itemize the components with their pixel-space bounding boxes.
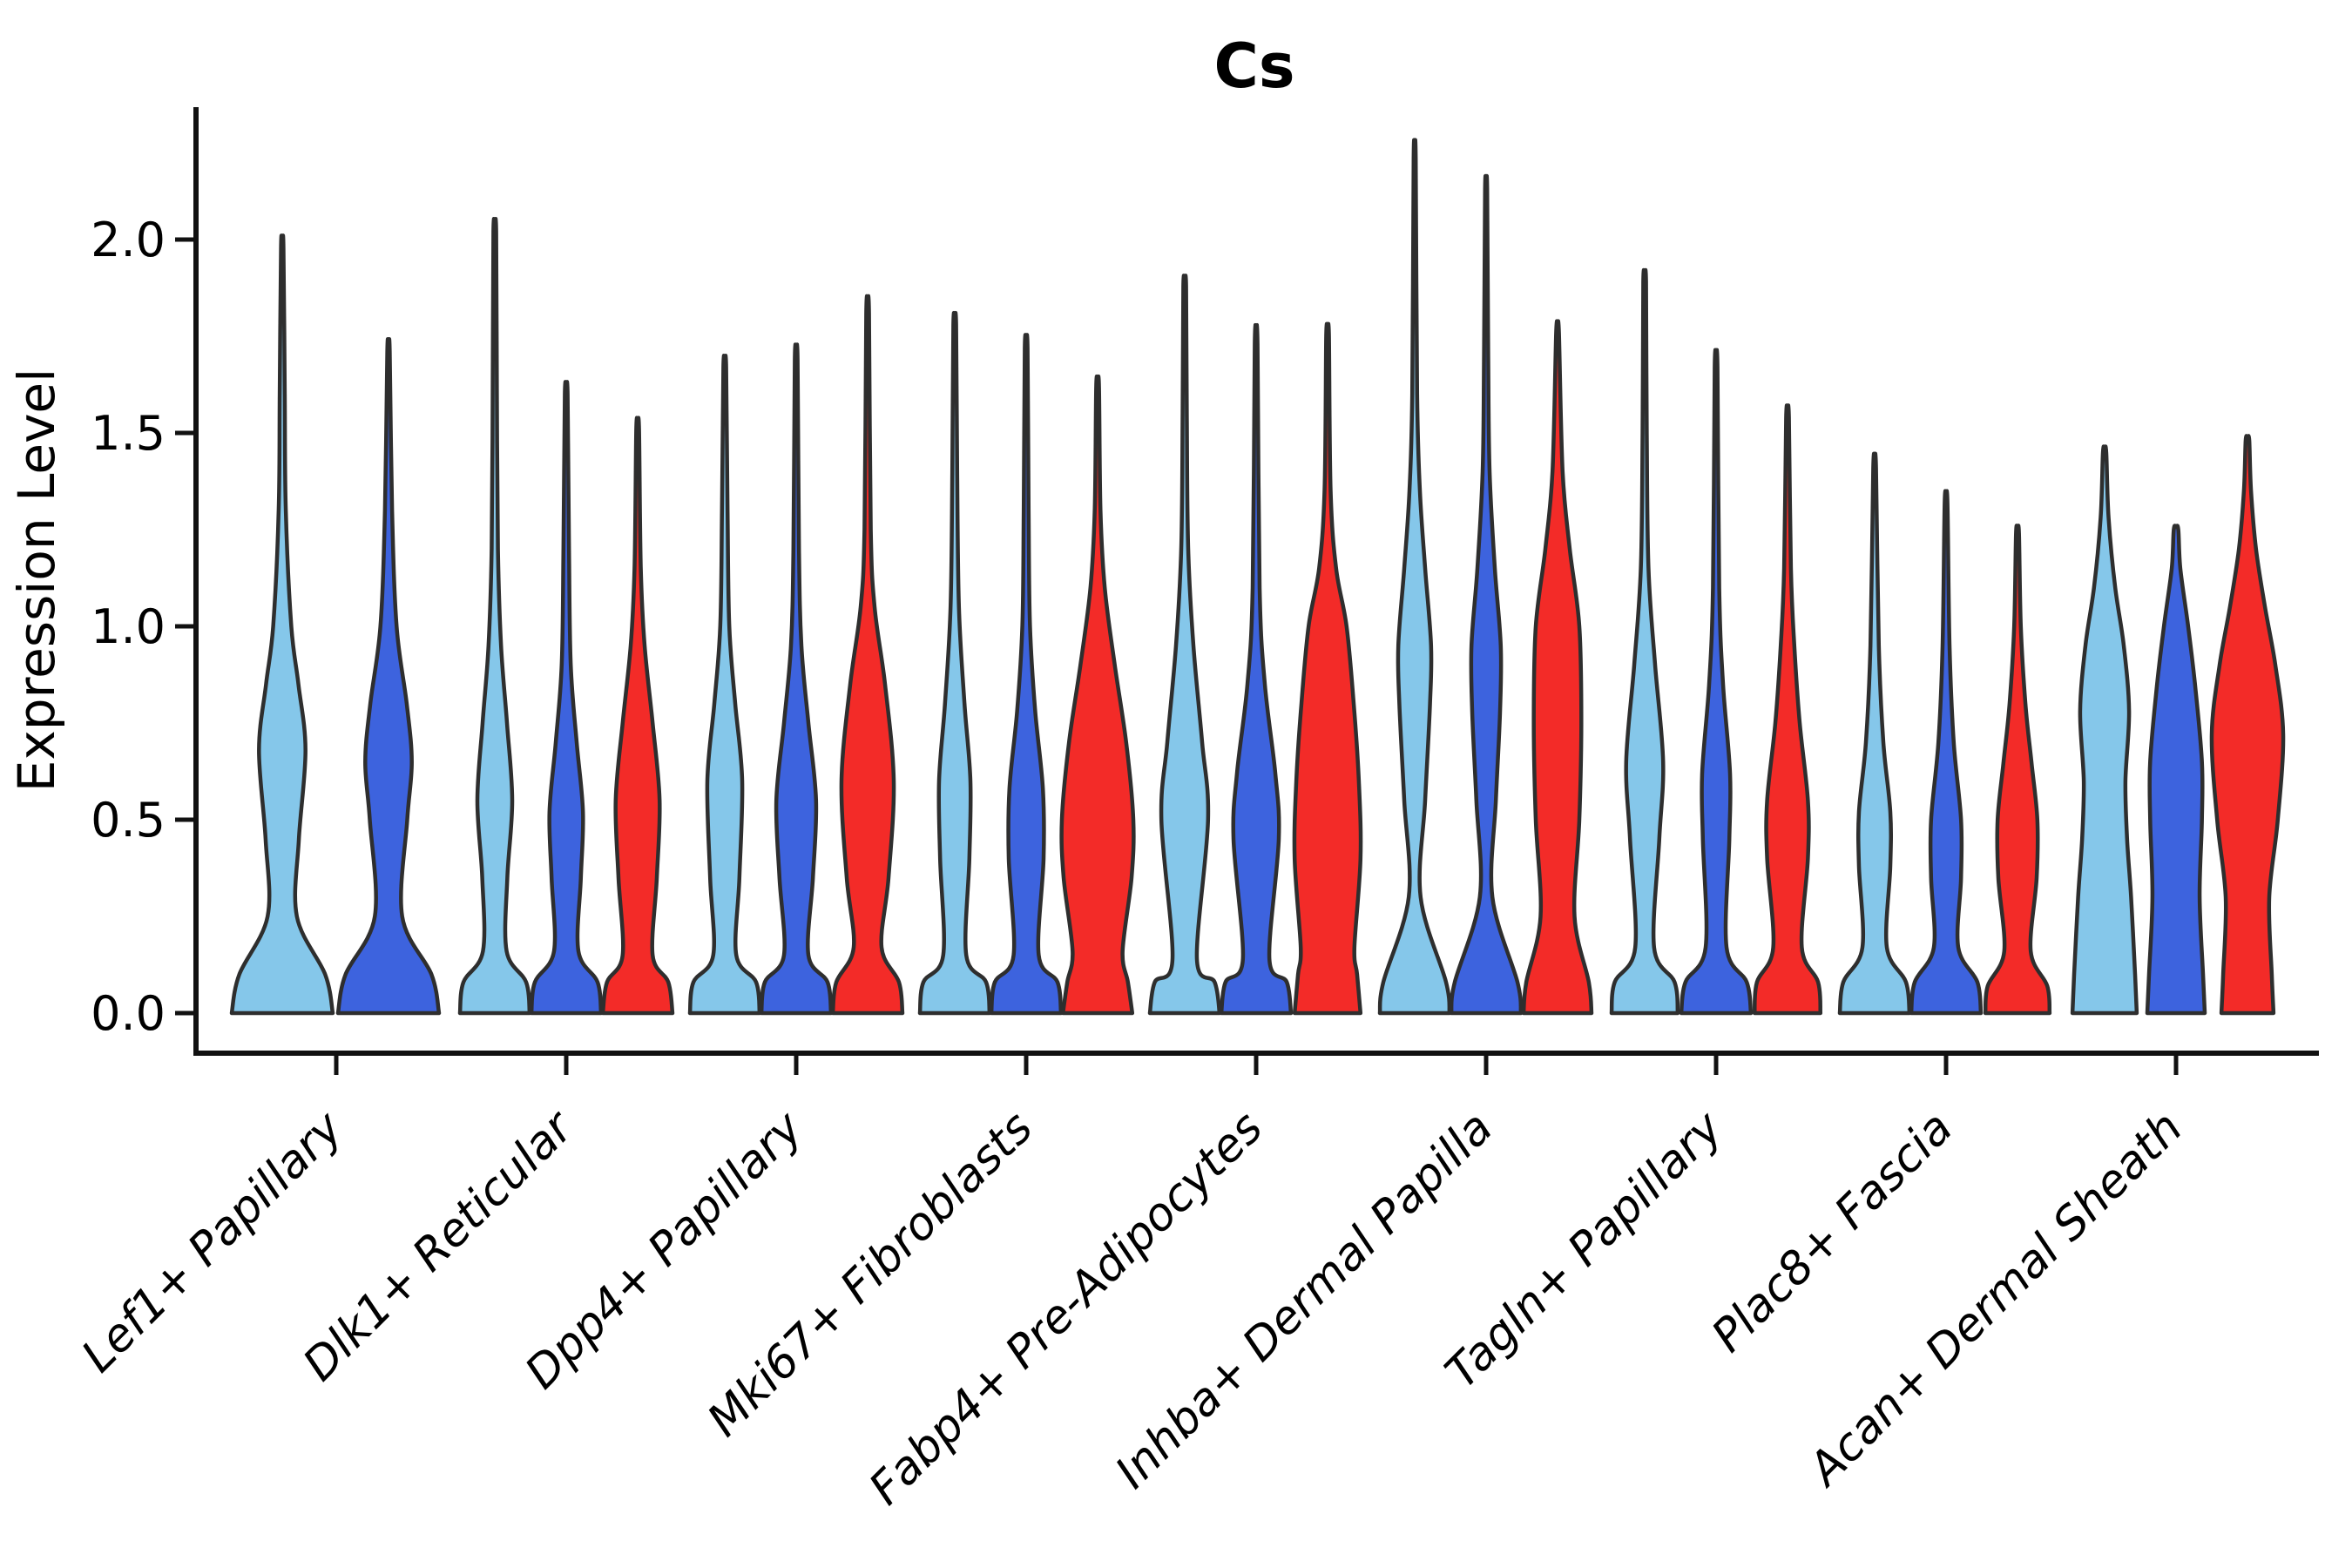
- x-tick-label: Fabp4+ Pre-Adipocytes: [860, 1102, 1274, 1516]
- violin-tagln-papillary-condition-1: [1609, 267, 1680, 1016]
- x-tick-label: Acan+ Dermal Sheath: [1797, 1102, 2193, 1497]
- violin-fabp4-pre-adipocytes-condition-1: [1147, 274, 1222, 1016]
- violins-layer: [229, 138, 2286, 1016]
- violin-tagln-papillary-condition-3: [1752, 403, 1823, 1016]
- y-tick-label: 2.0: [91, 213, 166, 267]
- violin-acan-dermal-sheath-condition-3: [2209, 434, 2286, 1016]
- violin-fabp4-pre-adipocytes-condition-2: [1219, 323, 1294, 1016]
- violin-inhba-dermal-papilla-condition-2: [1449, 173, 1524, 1016]
- x-tick-label: Plac8+ Fascia: [1702, 1102, 1963, 1362]
- violin-acan-dermal-sheath-condition-2: [2145, 524, 2207, 1016]
- violin-dlk1-reticular-condition-1: [457, 217, 532, 1016]
- y-tick-label: 1.5: [91, 406, 166, 461]
- violin-dlk1-reticular-condition-3: [600, 416, 675, 1016]
- violin-tagln-papillary-condition-2: [1679, 348, 1754, 1016]
- y-axis-ticks: 0.0 0.5 1.0 1.5 2.0: [91, 213, 196, 1041]
- violin-fabp4-pre-adipocytes-condition-3: [1292, 321, 1363, 1016]
- violin-mki67-fibroblasts-condition-2: [989, 333, 1064, 1016]
- y-tick-label: 1.0: [91, 599, 166, 654]
- violin-plac8-fascia-condition-2: [1909, 489, 1984, 1016]
- x-tick-label: Inhba+ Dermal Papilla: [1105, 1102, 1503, 1499]
- y-axis-label: Expression Level: [7, 368, 66, 792]
- violin-plac8-fascia-condition-3: [1983, 524, 2052, 1016]
- violin-inhba-dermal-papilla-condition-1: [1377, 138, 1452, 1016]
- violin-lef1-papillary-condition-1: [229, 233, 335, 1016]
- y-tick-label: 0.5: [91, 793, 166, 848]
- violin-lef1-papillary-condition-2: [335, 337, 442, 1016]
- violin-plac8-fascia-condition-1: [1837, 451, 1912, 1016]
- violin-dpp4-papillary-condition-1: [687, 354, 762, 1016]
- violin-mki67-fibroblasts-condition-1: [917, 310, 992, 1016]
- y-tick-label: 0.0: [91, 986, 166, 1041]
- violin-acan-dermal-sheath-condition-1: [2070, 444, 2139, 1016]
- violin-dpp4-papillary-condition-3: [830, 294, 905, 1016]
- violin-dlk1-reticular-condition-2: [529, 380, 604, 1016]
- violin-inhba-dermal-papilla-condition-3: [1521, 319, 1594, 1016]
- violin-dpp4-papillary-condition-2: [759, 342, 834, 1016]
- violin-mki67-fibroblasts-condition-3: [1059, 374, 1136, 1016]
- chart-title: Cs: [1213, 30, 1294, 102]
